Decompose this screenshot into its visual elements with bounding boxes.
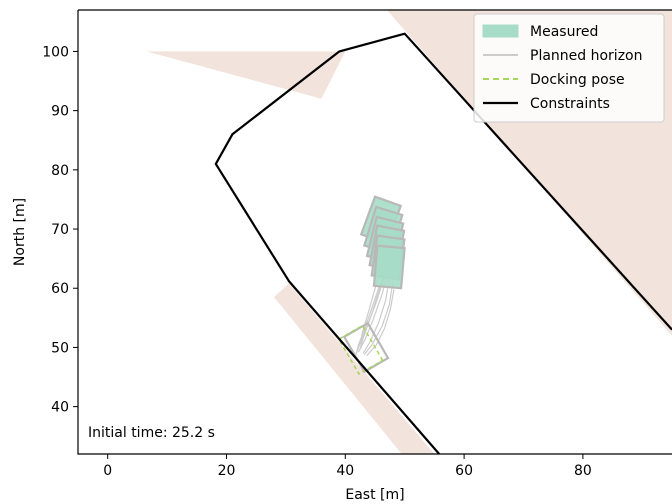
legend-label-planned-horizon: Planned horizon: [530, 48, 642, 64]
y-ticks: 40 50 60 70 80 90 100: [42, 44, 78, 416]
planned-horizon-line-4: [362, 275, 391, 354]
y-tick-label-50: 50: [51, 340, 69, 356]
y-tick-label-70: 70: [51, 222, 69, 238]
legend-box: [473, 13, 665, 123]
y-tick-label-90: 90: [51, 104, 69, 120]
planned-horizon-line-7: [366, 289, 395, 357]
x-tick-label-0: 0: [103, 463, 112, 479]
obstacle-1: [146, 51, 346, 99]
x-ticks: 0 20 40 60 80: [103, 454, 592, 479]
x-tick-label-60: 60: [455, 463, 473, 479]
measured-pose-6: [372, 244, 406, 290]
x-tick-label-80: 80: [574, 463, 592, 479]
planned-horizon-line-5: [363, 282, 394, 355]
x-tick-label-20: 20: [218, 463, 236, 479]
legend-swatch-measured: [482, 24, 519, 38]
obstacle-3: [274, 283, 435, 454]
legend-label-measured: Measured: [530, 24, 598, 40]
legend-label-docking-pose: Docking pose: [530, 72, 625, 88]
y-axis-label: North [m]: [12, 198, 28, 266]
initial-time-annotation: Initial time: 25.2 s: [88, 425, 215, 441]
y-tick-label-80: 80: [51, 163, 69, 179]
constraints-line: [214, 32, 672, 454]
y-tick-label-40: 40: [51, 400, 69, 416]
legend: Measured Planned horizon Docking pose Co…: [473, 13, 665, 123]
constraints-layer: [214, 32, 672, 454]
y-tick-label-60: 60: [51, 281, 69, 297]
legend-label-constraints: Constraints: [530, 96, 610, 112]
y-tick-label-100: 100: [42, 44, 69, 60]
measured-layer: [342, 195, 406, 374]
x-axis-label: East [m]: [345, 487, 404, 503]
axes-frame: [77, 10, 672, 455]
x-tick-label-40: 40: [336, 463, 354, 479]
